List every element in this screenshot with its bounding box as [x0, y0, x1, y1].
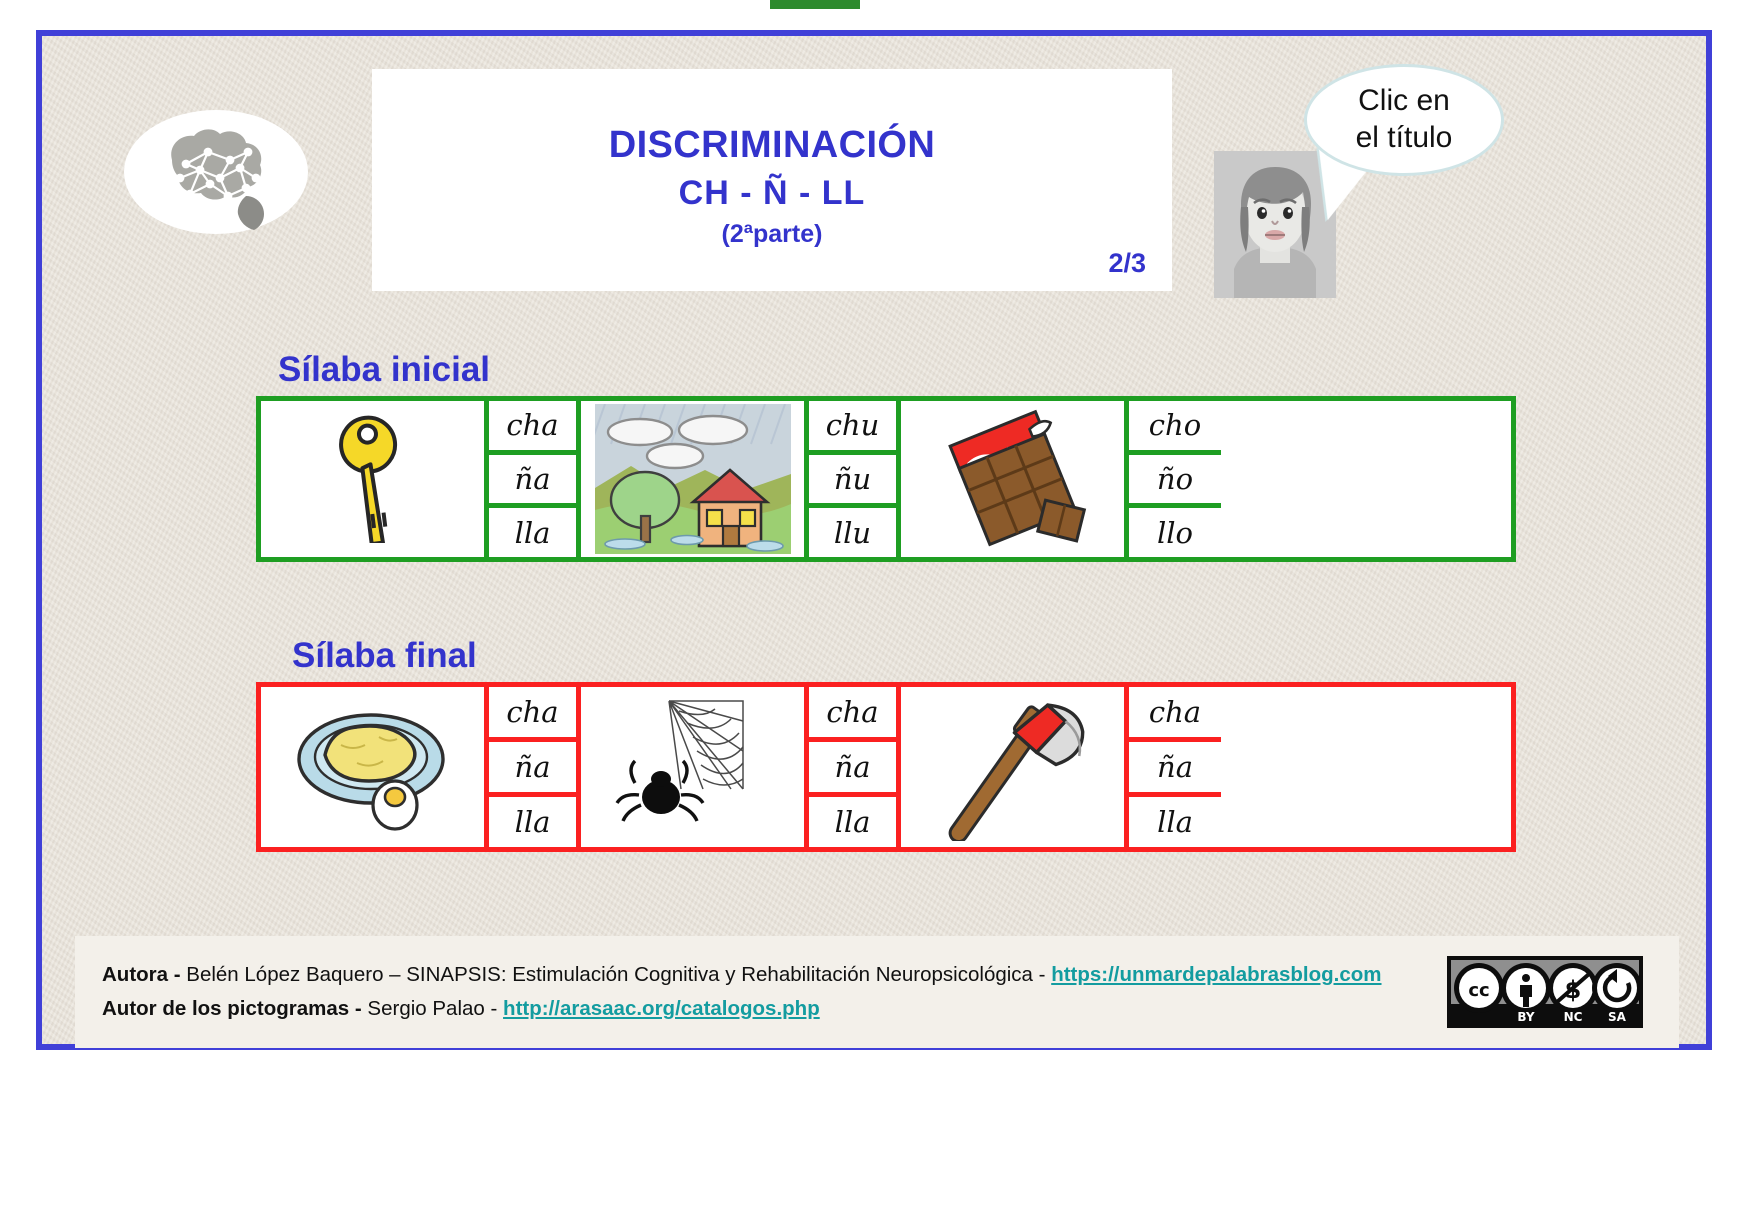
syllable-option[interactable]: ñu: [809, 454, 896, 509]
cc-by-label: BY: [1517, 1010, 1534, 1024]
picture-cell-chocolate: [901, 401, 1129, 557]
footer-line-pictograms: Autor de los pictogramas - Sergio Palao …: [102, 992, 1447, 1026]
title-box[interactable]: DISCRIMINACIÓN CH - Ñ - LL (2ªparte) 2/3: [372, 69, 1172, 291]
syllable-cell-group-5: cha ña lla: [809, 687, 901, 847]
picture-cell-axe: [901, 687, 1129, 847]
syllable-option[interactable]: llo: [1129, 508, 1221, 558]
syllable-option[interactable]: ña: [489, 454, 576, 509]
cc-nc-label: NC: [1564, 1010, 1583, 1024]
speech-line-1: Clic en: [1358, 84, 1450, 118]
syllable-option[interactable]: cha: [489, 687, 576, 742]
footer-author-label: Autora -: [102, 963, 181, 987]
picture-cell-omelette: [261, 687, 489, 847]
syllable-option[interactable]: cha: [1129, 687, 1221, 742]
syllable-cell-group-4: cha ña lla: [489, 687, 581, 847]
cc-sa-label: SA: [1608, 1010, 1627, 1024]
section-heading-silaba-inicial: Sílaba inicial: [278, 350, 491, 389]
svg-text:cc: cc: [1468, 980, 1489, 1001]
footer-author-text: Belén López Baquero – SINAPSIS: Estimula…: [186, 963, 1046, 987]
footer-author-link[interactable]: https://unmardepalabrasblog.com: [1051, 963, 1382, 987]
footer-picto-link[interactable]: http://arasaac.org/catalogos.php: [503, 997, 820, 1020]
picture-cell-rainy-house: [581, 401, 809, 557]
footer-credits: Autora - Belén López Baquero – SINAPSIS:…: [75, 936, 1679, 1048]
creative-commons-badge-icon[interactable]: cc $ BY NC SA: [1447, 956, 1643, 1028]
footer-picto-text: Sergio Palao -: [367, 997, 498, 1020]
syllable-cell-group-2: chu ñu llu: [809, 401, 901, 558]
speech-line-2: el título: [1355, 121, 1453, 154]
syllable-option[interactable]: llu: [809, 508, 896, 558]
page-number: 2/3: [1108, 248, 1146, 278]
teacher-avatar: [1214, 151, 1336, 298]
syllable-cell-group-3: cho ño llo: [1129, 401, 1221, 558]
syllable-option[interactable]: cha: [489, 401, 576, 455]
picture-cell-key: [261, 401, 489, 557]
syllable-option[interactable]: cho: [1129, 401, 1221, 455]
syllable-option[interactable]: chu: [809, 401, 896, 455]
brain-network-logo: [124, 108, 308, 236]
syllable-option[interactable]: ño: [1129, 454, 1221, 509]
syllable-option[interactable]: lla: [1129, 797, 1221, 847]
green-tab-marker: [770, 0, 860, 9]
exercise-row-silaba-final: cha ña lla: [256, 682, 1516, 852]
top-strip: [0, 0, 1748, 14]
footer-text-block: Autora - Belén López Baquero – SINAPSIS:…: [75, 958, 1447, 1026]
footer-line-author: Autora - Belén López Baquero – SINAPSIS:…: [102, 958, 1447, 992]
syllable-option[interactable]: lla: [489, 797, 576, 847]
slide-frame: DISCRIMINACIÓN CH - Ñ - LL (2ªparte) 2/3: [36, 30, 1712, 1050]
syllable-cell-group-6: cha ña lla: [1129, 687, 1221, 847]
speech-bubble-text: Clic en el título: [1304, 64, 1504, 176]
syllable-option[interactable]: lla: [809, 797, 896, 847]
syllable-option[interactable]: ña: [1129, 742, 1221, 797]
speech-bubble: Clic en el título: [1304, 64, 1504, 226]
page-part-label: (2ªparte): [721, 220, 823, 249]
page-title: DISCRIMINACIÓN: [608, 124, 936, 166]
syllable-option[interactable]: cha: [809, 687, 896, 742]
footer-picto-label: Autor de los pictogramas -: [102, 997, 362, 1020]
exercise-row-silaba-inicial: cha ña lla: [256, 396, 1516, 562]
speech-bubble-body: [1304, 64, 1504, 176]
syllable-option[interactable]: ña: [489, 742, 576, 797]
syllable-cell-group-1: cha ña lla: [489, 401, 581, 558]
picture-cell-spider-web: [581, 687, 809, 847]
syllable-option[interactable]: ña: [809, 742, 896, 797]
section-heading-silaba-final: Sílaba final: [292, 636, 477, 675]
page-subtitle: CH - Ñ - LL: [678, 174, 866, 213]
syllable-option[interactable]: lla: [489, 508, 576, 558]
